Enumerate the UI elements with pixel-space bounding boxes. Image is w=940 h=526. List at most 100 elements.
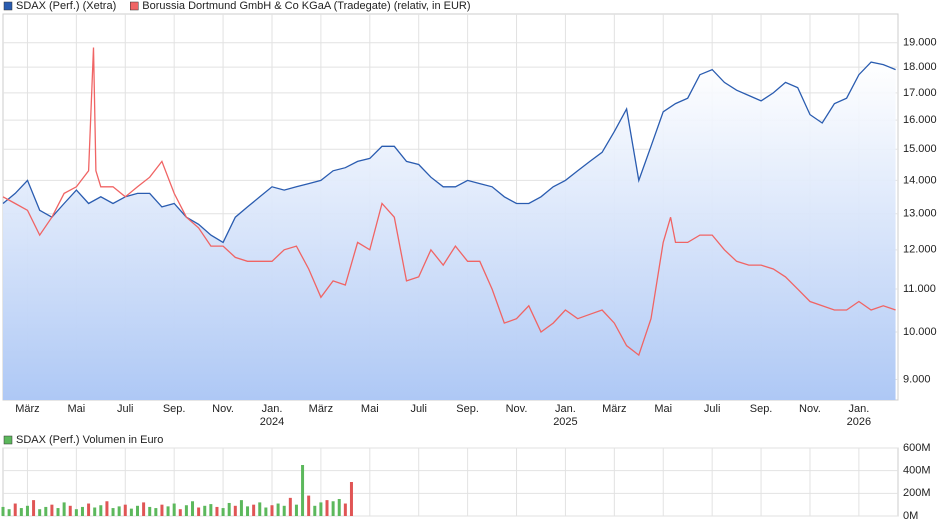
- bar: [221, 508, 225, 516]
- bar: [233, 505, 237, 516]
- bar: [7, 509, 11, 516]
- bar: [142, 502, 146, 516]
- y-tick-label: 15.000: [903, 143, 937, 155]
- x-tick-label: Mai: [67, 403, 85, 415]
- x-tick-label: Juli: [704, 403, 721, 415]
- y-tick-label: 9.000: [903, 373, 931, 385]
- bar: [288, 497, 292, 516]
- line: [2, 61, 896, 244]
- y-tick-label: 16.000: [903, 114, 937, 126]
- bar: [252, 504, 256, 516]
- bar: [172, 503, 176, 516]
- bar: [74, 509, 78, 516]
- bar: [117, 506, 121, 516]
- y-tick-label: 0M: [903, 510, 918, 522]
- x-year-label: 2025: [553, 416, 577, 428]
- x-tick-label: März: [309, 403, 333, 415]
- y-tick-label: 19.000: [903, 37, 937, 49]
- x-tick-label: März: [602, 403, 626, 415]
- bar: [319, 502, 323, 516]
- legend-swatch: [3, 1, 13, 11]
- bar: [307, 495, 311, 516]
- y-tick-label: 18.000: [903, 61, 937, 73]
- bar: [105, 501, 109, 516]
- bar: [209, 504, 213, 516]
- x-tick-label: Juli: [117, 403, 134, 415]
- bar: [191, 501, 195, 516]
- x-tick-label: Juli: [410, 403, 427, 415]
- bar: [38, 509, 42, 516]
- y-tick-label: 14.000: [903, 174, 937, 186]
- bar: [264, 507, 268, 516]
- y-tick-label: 11.000: [903, 283, 936, 295]
- bar: [93, 507, 97, 516]
- y-tick-label: 400M: [903, 465, 931, 477]
- y-tick-label: 200M: [903, 487, 931, 499]
- bar: [111, 508, 115, 516]
- bar: [246, 506, 250, 516]
- bar: [154, 508, 158, 516]
- bar: [349, 482, 353, 516]
- x-tick-label: Jan.: [555, 403, 576, 415]
- y-tick-label: 10.000: [903, 326, 937, 338]
- x-tick-label: Nov.: [212, 403, 234, 415]
- bar: [19, 508, 23, 516]
- bar: [148, 506, 152, 516]
- bar: [239, 500, 243, 516]
- bar: [215, 506, 219, 516]
- bar: [343, 503, 347, 516]
- bar: [282, 505, 286, 516]
- bar: [25, 505, 29, 516]
- x-tick-label: März: [15, 403, 39, 415]
- bar: [301, 465, 305, 516]
- bar: [44, 506, 48, 516]
- bar: [270, 505, 274, 516]
- bar: [50, 504, 54, 516]
- x-tick-label: Sep.: [750, 403, 773, 415]
- x-tick-label: Jan.: [262, 403, 283, 415]
- legend-label: Borussia Dortmund GmbH & Co KGaA (Tradeg…: [142, 0, 470, 12]
- bar: [135, 505, 139, 516]
- x-year-label: 2026: [847, 416, 871, 428]
- bar: [178, 509, 182, 516]
- x-year-label: 2024: [260, 416, 284, 428]
- area: [3, 62, 896, 400]
- x-tick-label: Sep.: [163, 403, 186, 415]
- bar: [258, 502, 262, 516]
- bar: [294, 504, 298, 516]
- bar: [337, 499, 341, 516]
- x-tick-label: Mai: [654, 403, 672, 415]
- bar: [166, 506, 170, 516]
- bar: [68, 505, 72, 516]
- x-tick-label: Nov.: [799, 403, 821, 415]
- bar: [203, 505, 207, 516]
- bar: [56, 508, 60, 516]
- plot-frame: [2, 447, 899, 517]
- y-tick-label: 12.000: [903, 244, 937, 256]
- y-tick-label: 13.000: [903, 208, 937, 220]
- bar: [331, 501, 335, 516]
- bar: [1, 506, 5, 516]
- bar: [32, 500, 36, 516]
- y-tick-label: 600M: [903, 442, 931, 454]
- bar: [227, 502, 231, 516]
- bar: [313, 505, 317, 516]
- bar: [99, 505, 103, 516]
- bar: [160, 504, 164, 516]
- line: [2, 47, 896, 357]
- x-tick-label: Mai: [361, 403, 379, 415]
- x-tick-label: Jan.: [848, 403, 869, 415]
- bar: [197, 507, 201, 516]
- legend-swatch: [3, 435, 13, 445]
- legend-swatch: [130, 1, 139, 11]
- bar: [129, 508, 133, 516]
- bar: [62, 502, 66, 516]
- bar: [184, 505, 188, 516]
- bar: [123, 504, 127, 516]
- x-tick-label: Nov.: [506, 403, 528, 415]
- bar: [13, 503, 17, 516]
- legend-label: SDAX (Perf.) Volumen in Euro: [16, 434, 163, 446]
- bar: [80, 506, 84, 516]
- y-tick-label: 17.000: [903, 87, 937, 99]
